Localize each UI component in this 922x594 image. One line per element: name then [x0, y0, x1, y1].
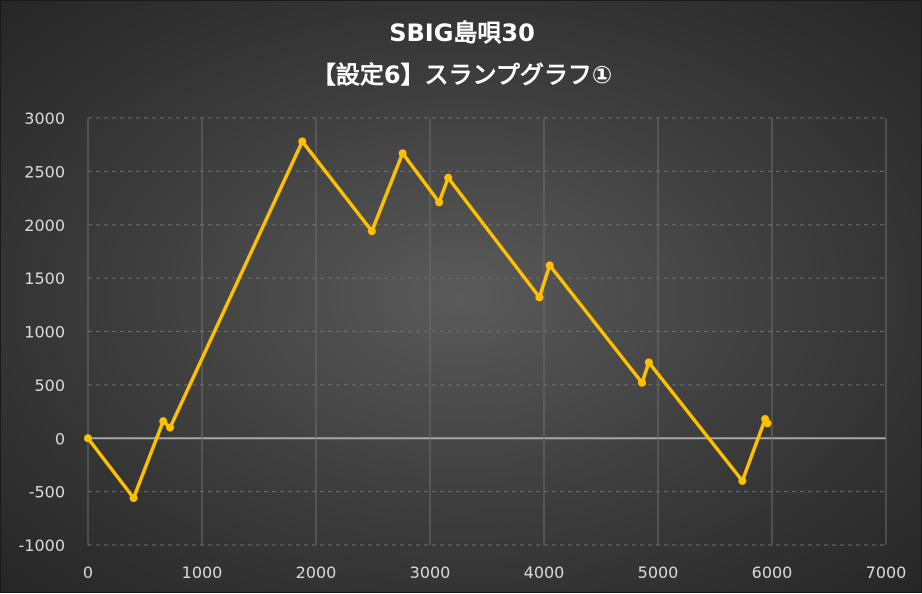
y-tick-label: 2500: [24, 162, 65, 181]
y-tick-label: 1500: [24, 269, 65, 288]
y-tick-label: -1000: [19, 536, 66, 555]
y-tick-label: 0: [55, 429, 65, 448]
data-point: [398, 149, 407, 158]
x-tick-label: 7000: [866, 563, 907, 582]
y-tick-label: 2000: [24, 216, 65, 235]
data-point: [166, 423, 175, 432]
x-tick-label: 5000: [638, 563, 679, 582]
grid: [87, 117, 887, 546]
data-point: [367, 227, 376, 236]
data-point: [545, 261, 554, 270]
data-point: [159, 417, 168, 426]
chart-title: SBIG島唄30: [389, 19, 535, 47]
x-tick-label: 4000: [524, 563, 565, 582]
data-point: [129, 494, 138, 503]
plot-area: [84, 137, 772, 503]
data-point: [738, 476, 747, 485]
y-tick-label: 3000: [24, 109, 65, 128]
series-line: [86, 139, 769, 500]
data-point: [298, 137, 307, 146]
x-axis-labels: 0 1000 2000 3000 4000 5000 6000 7000: [83, 563, 906, 582]
data-point: [444, 173, 453, 182]
data-point: [535, 293, 544, 302]
data-point: [644, 358, 653, 367]
y-tick-label: 1000: [24, 323, 65, 342]
chart-subtitle: 【設定6】スランプグラフ①: [311, 61, 613, 89]
x-tick-label: 6000: [752, 563, 793, 582]
data-point: [638, 378, 647, 387]
y-axis-labels: 3000 2500 2000 1500 1000 500 0 -500 -1000: [19, 109, 66, 555]
data-point: [763, 419, 772, 428]
y-tick-label: -500: [29, 483, 65, 502]
x-tick-label: 1000: [182, 563, 223, 582]
y-tick-label: 500: [34, 376, 65, 395]
x-tick-label: 0: [83, 563, 93, 582]
x-tick-label: 3000: [410, 563, 451, 582]
data-point: [84, 434, 92, 443]
x-tick-label: 2000: [296, 563, 337, 582]
data-point: [435, 198, 444, 207]
